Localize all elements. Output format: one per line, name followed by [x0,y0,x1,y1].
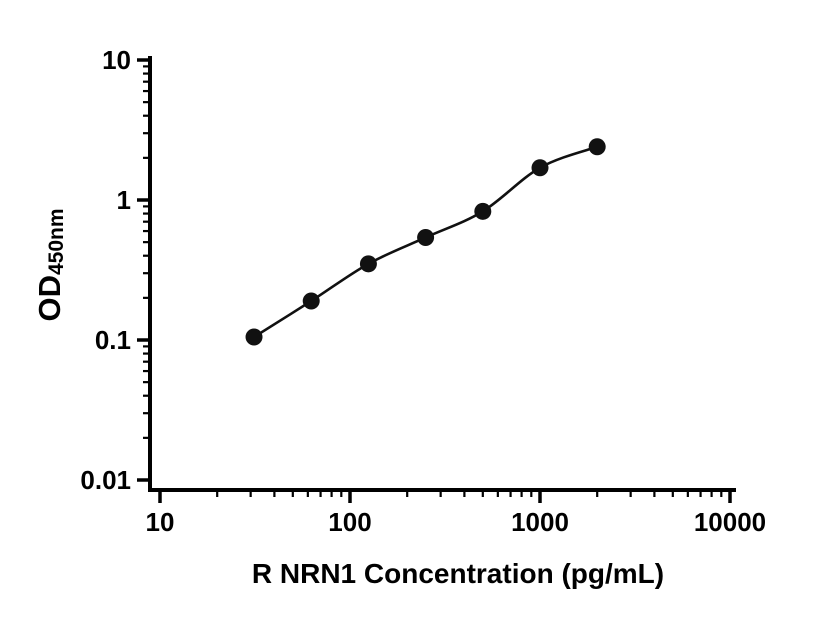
y-tick-label: 0.01 [80,465,131,495]
data-point [474,202,492,220]
data-point [302,292,320,310]
x-tick-label: 10 [146,507,175,537]
y-axis-title-subscript: 450nm [44,208,68,276]
x-tick-label: 100 [328,507,371,537]
data-point [359,255,377,273]
x-tick-label: 1000 [511,507,569,537]
data-point [417,228,435,246]
x-axis-title: R NRN1 Concentration (pg/mL) [251,558,665,589]
y-tick-label: 0.1 [95,325,131,355]
y-tick-label: 1 [117,185,131,215]
x-tick-label: 10000 [694,507,766,537]
y-axis-title-main: OD [32,275,67,322]
y-tick-label: 10 [102,45,131,75]
y-axis-title: OD450nm [32,208,68,321]
data-point [531,159,549,177]
data-point [588,138,606,156]
data-point [245,328,263,346]
